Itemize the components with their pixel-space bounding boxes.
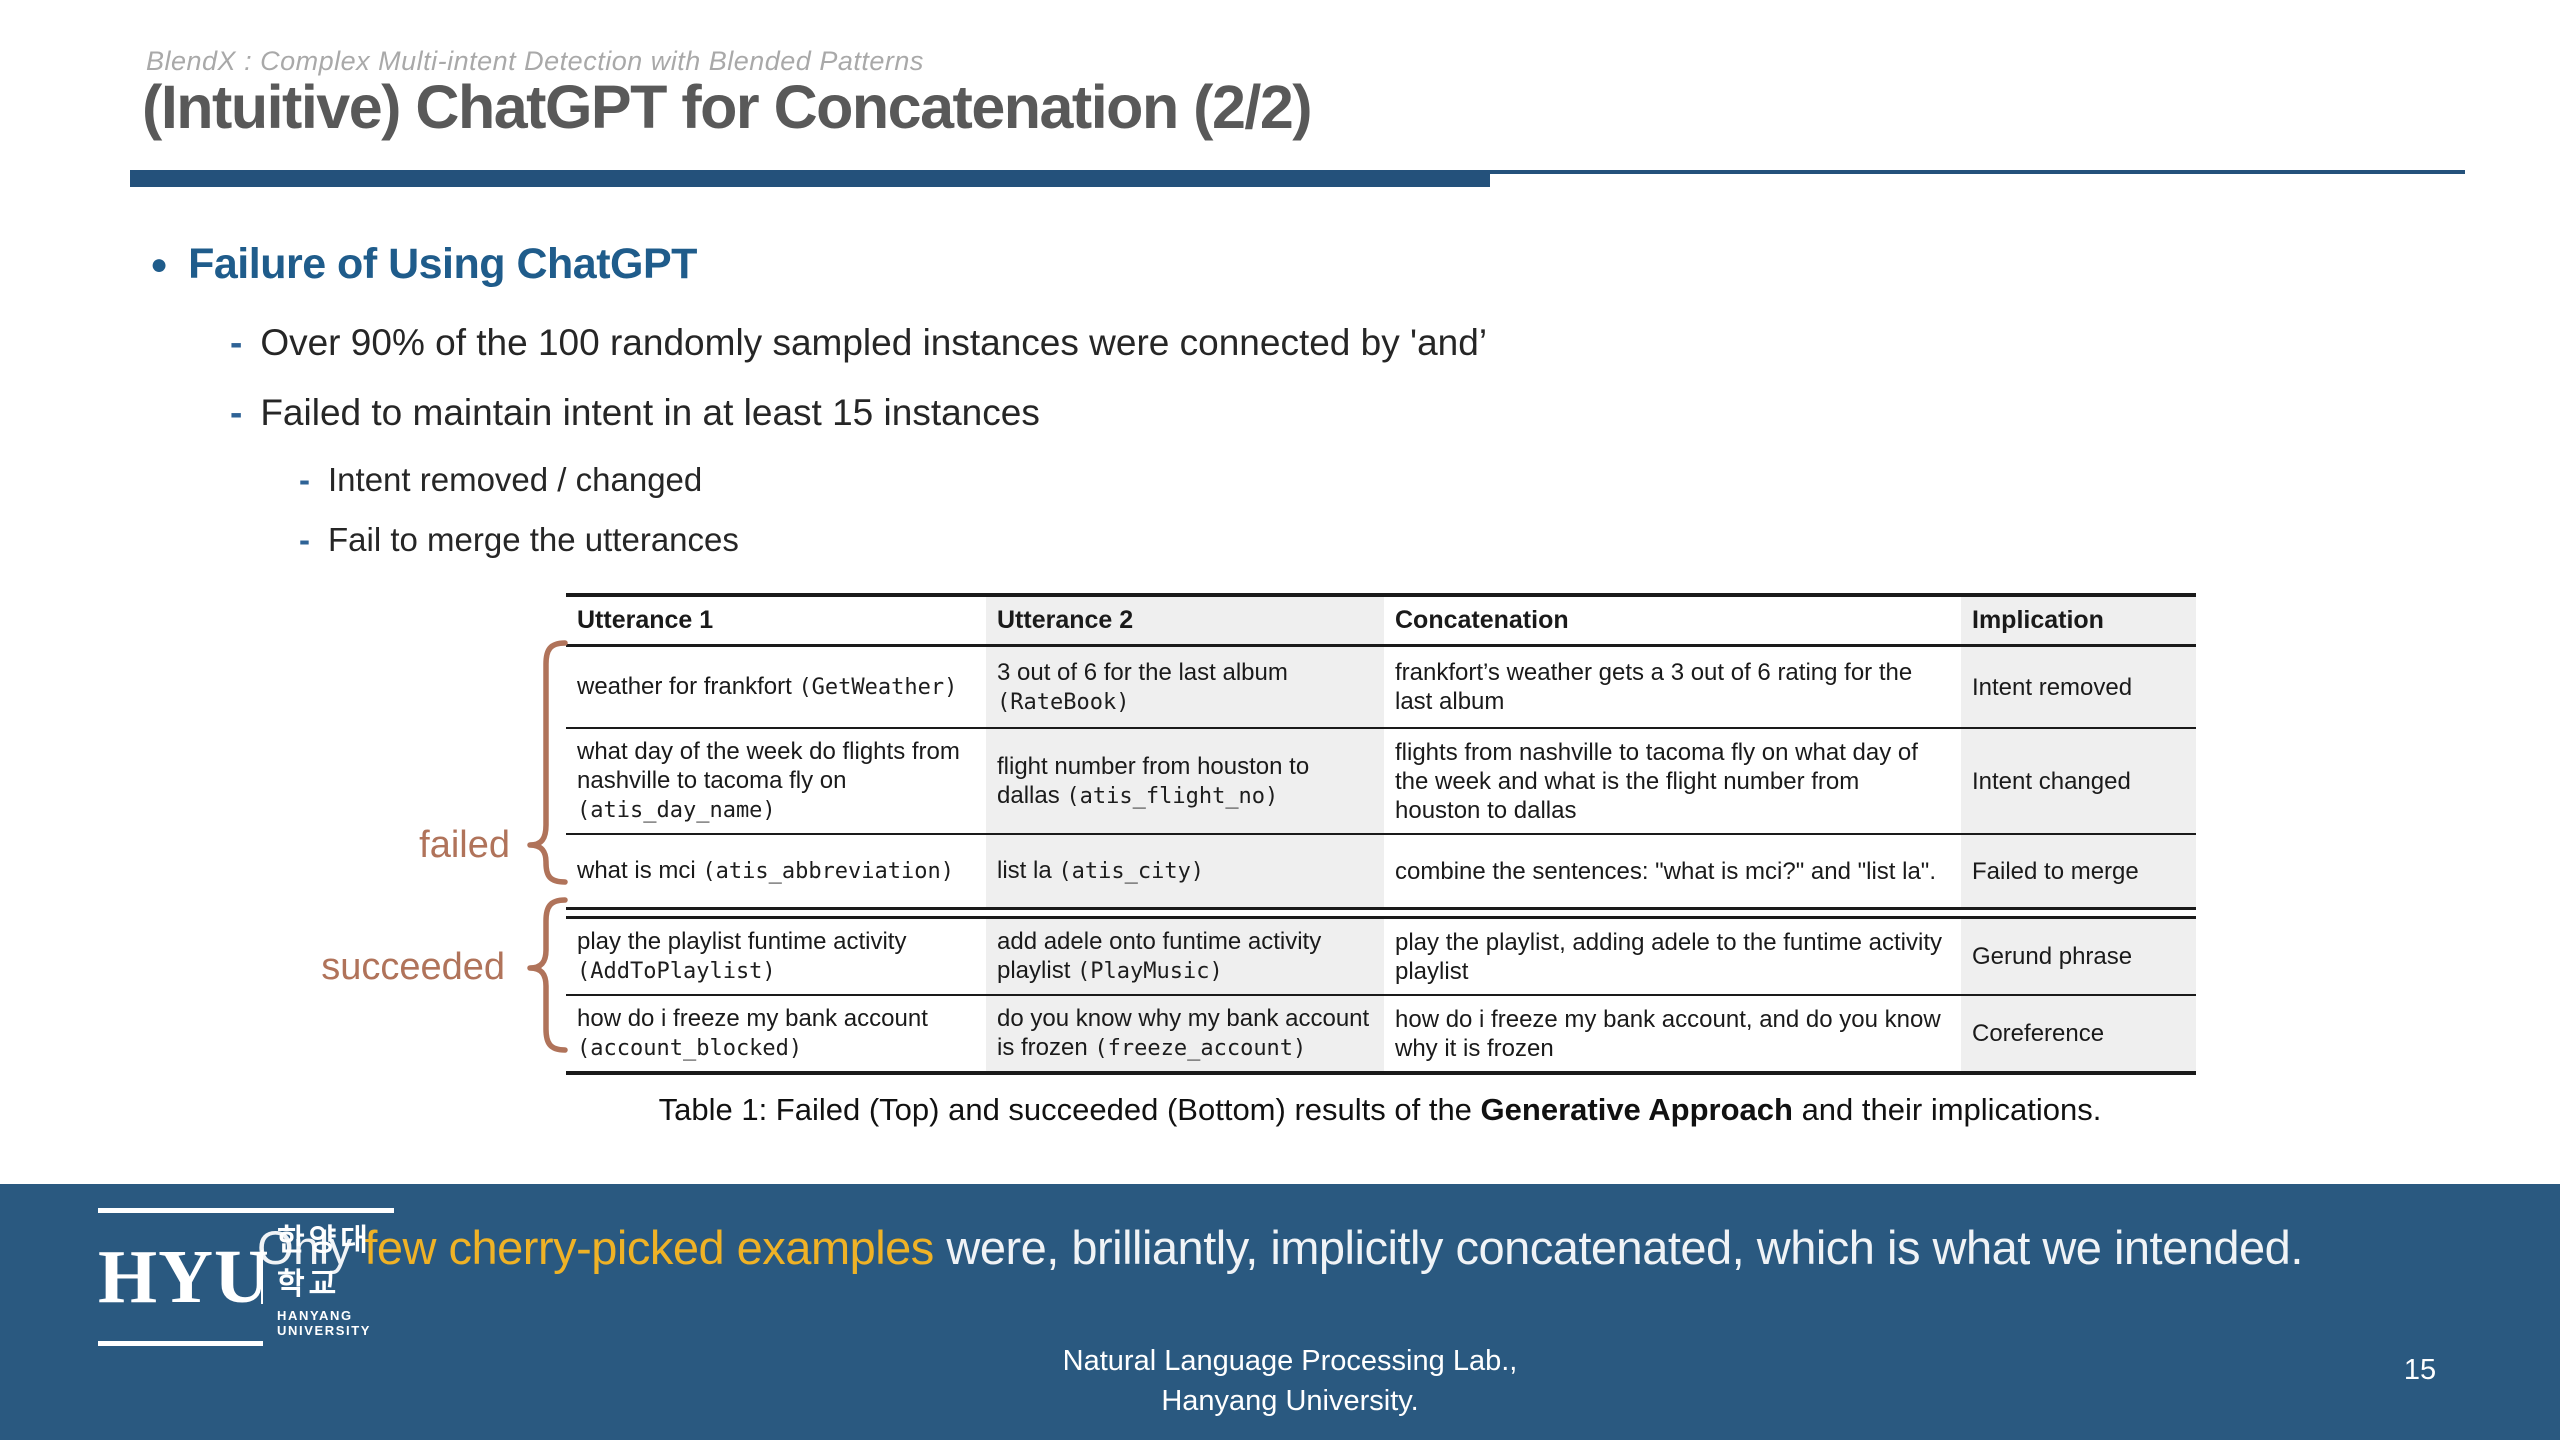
logo-bottom-bar — [98, 1341, 263, 1346]
utterance-text: what is mci (atis_abbreviation) — [577, 857, 955, 884]
concatenation-cell: flights from nashville to tacoma fly on … — [1384, 729, 1961, 835]
utterance-text: flight number from houston to dallas (at… — [997, 752, 1310, 809]
table-cell: what day of the week do flights from nas… — [566, 729, 986, 835]
table-cell: add adele onto funtime activity playlist… — [986, 919, 1384, 996]
utterance-text: do you know why my bank account is froze… — [997, 1005, 1370, 1061]
caption-prefix: Table 1: Failed (Top) and succeeded (Bot… — [658, 1092, 1481, 1127]
takeaway-prefix: Only — [257, 1221, 365, 1274]
dash-bullet-icon: - — [299, 461, 310, 498]
logo-separator — [261, 1249, 263, 1304]
failed-brace-icon — [527, 640, 568, 885]
utterance-text: list la (atis_city) — [997, 857, 1205, 884]
concatenation-cell: combine the sentences: "what is mci?" an… — [1395, 857, 1936, 885]
concatenation-cell: how do i freeze my bank account, and do … — [1395, 1005, 1941, 1062]
logo-acronym: HYU — [98, 1234, 270, 1319]
intent-label: (atis_city) — [1058, 859, 1205, 884]
bullet-dot-icon: ● — [150, 247, 169, 281]
succeeded-brace-icon — [527, 897, 568, 1053]
table-cell: list la (atis_city) — [986, 835, 1384, 907]
implication-cell: Intent changed — [1961, 729, 2196, 835]
section-heading: ● Failure of Using ChatGPT — [150, 240, 697, 289]
logo-top-bar — [98, 1208, 394, 1213]
takeaway-highlight: few cherry-picked examples — [364, 1221, 934, 1274]
logo-university-name: HANYANG UNIVERSITY — [277, 1308, 372, 1338]
bullet-text: Intent removed / changed — [328, 461, 703, 498]
utterance-text: add adele onto funtime activity playlist… — [997, 928, 1322, 984]
table-cell: play the playlist funtime activity (AddT… — [566, 919, 986, 996]
intent-label: (GetWeather) — [798, 675, 958, 700]
table-cell: do you know why my bank account is froze… — [986, 996, 1384, 1071]
utterance-text: how do i freeze my bank account (account… — [577, 1005, 928, 1061]
caption-bold: Generative Approach — [1480, 1092, 1793, 1127]
intent-label: (atis_flight_no) — [1066, 783, 1279, 809]
logo-text-block: 한양대학교 HANYANG UNIVERSITY — [277, 1215, 394, 1338]
intent-label: (freeze_account) — [1094, 1036, 1307, 1061]
table-cell: what is mci (atis_abbreviation) — [566, 835, 986, 907]
implication-cell: Failed to merge — [1961, 835, 2196, 907]
table-header-utterance1: Utterance 1 — [566, 597, 986, 647]
results-table: Utterance 1 Utterance 2 Concatenation Im… — [566, 593, 2196, 1075]
bullet-item: - Fail to merge the utterances — [299, 521, 739, 559]
intent-label: (RateBook) — [997, 689, 1130, 715]
group-label-succeeded: succeeded — [321, 946, 505, 988]
section-heading-label: Failure of Using ChatGPT — [188, 240, 697, 288]
table-header-utterance2: Utterance 2 — [986, 597, 1384, 647]
table-cell: flight number from houston to dallas (at… — [986, 729, 1384, 835]
concatenation-cell: play the playlist, adding adele to the f… — [1384, 919, 1961, 996]
takeaway-suffix: were, brilliantly, implicitly concatenat… — [933, 1221, 2303, 1274]
logo-row: HYU 한양대학교 HANYANG UNIVERSITY — [98, 1215, 394, 1338]
utterance-text: 3 out of 6 for the last album (RateBook) — [997, 658, 1288, 715]
group-label-failed: failed — [419, 824, 510, 866]
table-cell: how do i freeze my bank account (account… — [566, 996, 986, 1071]
implication-cell: Coreference — [1961, 996, 2196, 1071]
utterance-text: play the playlist funtime activity (AddT… — [577, 928, 907, 984]
group-separator — [566, 907, 2196, 919]
title-rule-thick — [130, 170, 1490, 187]
utterance-text: what day of the week do flights from nas… — [577, 738, 960, 823]
presentation-kicker: BlendX : Complex Multi-intent Detection … — [146, 46, 924, 76]
table-cell: weather for frankfort (GetWeather) — [566, 647, 986, 729]
bullet-item: - Failed to maintain intent in at least … — [230, 392, 1040, 434]
bullet-text: Over 90% of the 100 randomly sampled ins… — [260, 322, 1488, 363]
intent-label: (PlayMusic) — [1077, 959, 1223, 984]
table-caption: Table 1: Failed (Top) and succeeded (Bot… — [565, 1092, 2195, 1128]
bullet-item: - Intent removed / changed — [299, 461, 702, 499]
dash-bullet-icon: - — [299, 521, 310, 558]
lab-credit-line1: Natural Language Processing Lab., — [1062, 1345, 1518, 1377]
table-header-concatenation: Concatenation — [1384, 597, 1961, 647]
lab-credit-line2: Hanyang University. — [1161, 1385, 1419, 1417]
dash-bullet-icon: - — [230, 322, 243, 363]
intent-label: (atis_day_name) — [577, 798, 776, 823]
hyu-logo: HYU 한양대학교 HANYANG UNIVERSITY — [98, 1208, 394, 1346]
lab-credit: Natural Language Processing Lab., Hanyan… — [980, 1341, 1600, 1421]
bullet-text: Fail to merge the utterances — [328, 521, 739, 558]
takeaway-banner: Only few cherry-picked examples were, br… — [0, 1184, 2560, 1440]
utterance-text: weather for frankfort (GetWeather) — [577, 673, 958, 700]
intent-label: (account_blocked) — [577, 1036, 803, 1061]
table-header-implication: Implication — [1961, 597, 2196, 647]
dash-bullet-icon: - — [230, 392, 243, 433]
page-number: 15 — [2403, 1354, 2437, 1386]
page-title: (Intuitive) ChatGPT for Concatenation (2… — [142, 73, 1313, 141]
intent-label: (AddToPlaylist) — [577, 959, 776, 984]
concatenation-cell: frankfort’s weather gets a 3 out of 6 ra… — [1384, 647, 1961, 729]
table-cell: 3 out of 6 for the last album (RateBook) — [986, 647, 1384, 729]
bullet-text: Failed to maintain intent in at least 15… — [260, 392, 1040, 433]
bullet-item: - Over 90% of the 100 randomly sampled i… — [230, 322, 1487, 364]
implication-cell: Gerund phrase — [1961, 919, 2196, 996]
logo-korean-name: 한양대학교 — [277, 1224, 372, 1301]
caption-suffix: and their implications. — [1792, 1092, 2102, 1127]
intent-label: (atis_abbreviation) — [702, 859, 955, 884]
implication-cell: Intent removed — [1961, 647, 2196, 729]
takeaway-text: Only few cherry-picked examples were, br… — [0, 1220, 2560, 1275]
